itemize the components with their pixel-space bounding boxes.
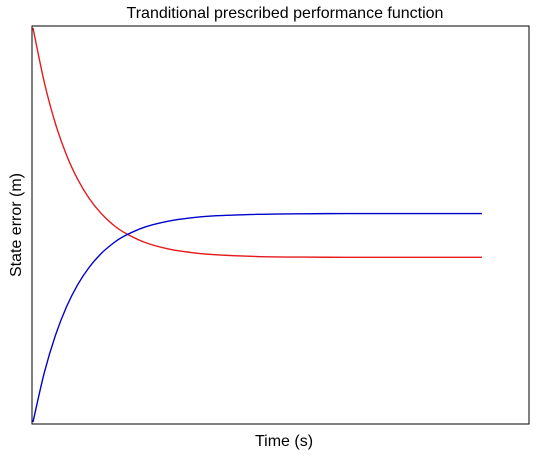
series-layer: [32, 27, 482, 423]
series-line-upper: [32, 27, 482, 259]
plot-area-frame: [31, 25, 530, 425]
chart-title: Tranditional prescribed performance func…: [127, 5, 444, 22]
x-axis-label: Time (s): [255, 433, 313, 450]
y-axis-label: State error (m): [8, 173, 25, 277]
series-line-lower: [32, 212, 482, 423]
